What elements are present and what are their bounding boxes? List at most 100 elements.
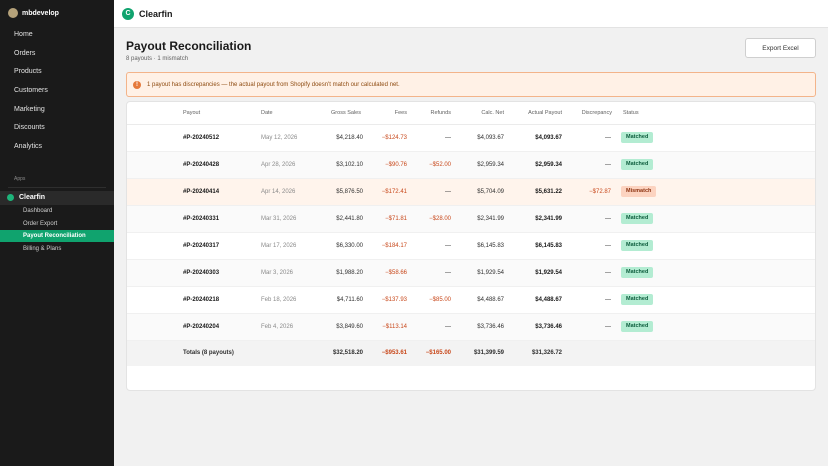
nav-item-products[interactable]: Products (14, 68, 42, 76)
refunds: — (407, 259, 451, 287)
actual-payout: $4,488.67 (504, 286, 562, 314)
fees: −$58.66 (363, 259, 407, 287)
subnav-item-order-export[interactable]: Order Export (23, 220, 58, 227)
table-row[interactable]: #P-20240331 Mar 31, 2026 $2,441.80 −$71.… (127, 205, 815, 233)
actual-payout: $3,736.46 (504, 313, 562, 341)
discrepancy: — (562, 259, 612, 287)
column-header-actual-payout[interactable]: Actual Payout (504, 102, 562, 125)
totals-label: Totals (8 payouts) (173, 340, 299, 366)
page-title: Payout Reconciliation (126, 39, 252, 53)
app-icon (7, 194, 14, 202)
gross-sales: $3,102.10 (299, 151, 363, 179)
table-row[interactable]: #P-20240414 Apr 14, 2026 $5,876.50 −$172… (127, 178, 815, 206)
subnav-item-payout-reconciliation[interactable]: Payout Reconciliation (0, 229, 114, 243)
calc-net: $5,704.09 (451, 178, 504, 206)
store-avatar (8, 8, 18, 18)
banner-text: 1 payout has discrepancies — the actual … (147, 81, 400, 88)
column-header-gross-sales[interactable]: Gross Sales (299, 102, 363, 125)
status-badge: Matched (621, 213, 654, 224)
clearfin-logo-icon: C (122, 7, 134, 20)
table-row[interactable]: #P-20240204 Feb 4, 2026 $3,849.60 −$113.… (127, 313, 815, 341)
apps-section-label: Apps (14, 175, 26, 182)
app-clearfin[interactable]: Clearfin (0, 190, 114, 205)
status-cell: Matched (621, 313, 815, 341)
gross-sales: $5,876.50 (299, 178, 363, 206)
status-cell: Matched (621, 205, 815, 233)
column-header-discrepancy[interactable]: Discrepancy (562, 102, 612, 125)
nav-item-home[interactable]: Home (14, 30, 33, 38)
nav-item-marketing[interactable]: Marketing (14, 105, 45, 113)
status-badge: Matched (621, 132, 654, 143)
payout-id[interactable]: #P-20240204 (173, 313, 252, 341)
store-switcher[interactable]: mbdevelop (0, 1, 114, 25)
payout-id[interactable]: #P-20240512 (173, 124, 252, 152)
gross-sales: $4,218.40 (299, 124, 363, 152)
warning-icon: ! (133, 80, 141, 89)
payout-id[interactable]: #P-20240317 (173, 232, 252, 260)
column-header-status[interactable]: Status (621, 102, 815, 125)
actual-payout: $2,341.99 (504, 205, 562, 233)
fees: −$71.81 (363, 205, 407, 233)
table-row[interactable]: #P-20240317 Mar 17, 2026 $6,330.00 −$184… (127, 232, 815, 260)
column-header-payout[interactable]: Payout (173, 102, 252, 125)
gross-sales: $3,849.60 (299, 313, 363, 341)
totals-refunds: −$165.00 (407, 340, 451, 366)
payout-id[interactable]: #P-20240331 (173, 205, 252, 233)
gross-sales: $6,330.00 (299, 232, 363, 260)
table-header-row: Payout Date Gross Sales Fees Refunds Cal… (127, 102, 815, 125)
payout-id[interactable]: #P-20240414 (173, 178, 252, 206)
refunds: — (407, 232, 451, 260)
payout-date: Apr 14, 2026 (252, 178, 299, 206)
status-badge: Matched (621, 159, 654, 170)
status-cell: Matched (621, 151, 815, 179)
table-row[interactable]: #P-20240512 May 12, 2026 $4,218.40 −$124… (127, 124, 815, 152)
actual-payout: $4,093.67 (504, 124, 562, 152)
payout-id[interactable]: #P-20240303 (173, 259, 252, 287)
totals-fees: −$953.61 (363, 340, 407, 366)
export-excel-button[interactable]: Export Excel (745, 38, 816, 58)
refunds: −$85.00 (407, 286, 451, 314)
main-nav: Home Orders Products Customers Marketing… (0, 25, 114, 156)
table-row[interactable]: #P-20240428 Apr 28, 2026 $3,102.10 −$90.… (127, 151, 815, 179)
nav-item-discounts[interactable]: Discounts (14, 124, 45, 132)
main-content: Payout Reconciliation 8 payouts · 1 mism… (114, 28, 828, 466)
status-cell: Matched (621, 259, 815, 287)
payout-id[interactable]: #P-20240428 (173, 151, 252, 179)
payout-date: Mar 17, 2026 (252, 232, 299, 260)
nav-item-analytics[interactable]: Analytics (14, 142, 43, 150)
column-header-date[interactable]: Date (252, 102, 299, 125)
table-row[interactable]: #P-20240218 Feb 18, 2026 $4,711.60 −$137… (127, 286, 815, 314)
column-header-calc-net[interactable]: Calc. Net (451, 102, 504, 125)
fees: −$113.14 (363, 313, 407, 341)
actual-payout: $2,959.34 (504, 151, 562, 179)
subnav-item-dashboard[interactable]: Dashboard (23, 208, 53, 215)
fees: −$184.17 (363, 232, 407, 260)
nav-item-customers[interactable]: Customers (14, 86, 48, 94)
calc-net: $3,736.46 (451, 313, 504, 341)
totals-calc-net: $31,399.59 (451, 340, 504, 366)
payout-date: Apr 28, 2026 (252, 151, 299, 179)
calc-net: $4,093.67 (451, 124, 504, 152)
gross-sales: $4,711.60 (299, 286, 363, 314)
gross-sales: $1,988.20 (299, 259, 363, 287)
fees: −$124.73 (363, 124, 407, 152)
fees: −$172.41 (363, 178, 407, 206)
payout-date: Feb 4, 2026 (252, 313, 299, 341)
discrepancy: — (562, 232, 612, 260)
actual-payout: $5,631.22 (504, 178, 562, 206)
actual-payout: $6,145.83 (504, 232, 562, 260)
gross-sales: $2,441.80 (299, 205, 363, 233)
subnav-item-billing-plans[interactable]: Billing & Plans (23, 245, 62, 252)
nav-item-orders[interactable]: Orders (14, 49, 36, 57)
status-badge: Matched (621, 294, 654, 305)
refunds: — (407, 313, 451, 341)
column-header-fees[interactable]: Fees (363, 102, 407, 125)
payout-id[interactable]: #P-20240218 (173, 286, 252, 314)
refunds: −$28.00 (407, 205, 451, 233)
status-cell: Matched (621, 124, 815, 152)
payout-date: Feb 18, 2026 (252, 286, 299, 314)
refunds: −$52.00 (407, 151, 451, 179)
app-name: Clearfin (19, 194, 46, 202)
column-header-refunds[interactable]: Refunds (407, 102, 451, 125)
table-row[interactable]: #P-20240303 Mar 3, 2026 $1,988.20 −$58.6… (127, 259, 815, 287)
